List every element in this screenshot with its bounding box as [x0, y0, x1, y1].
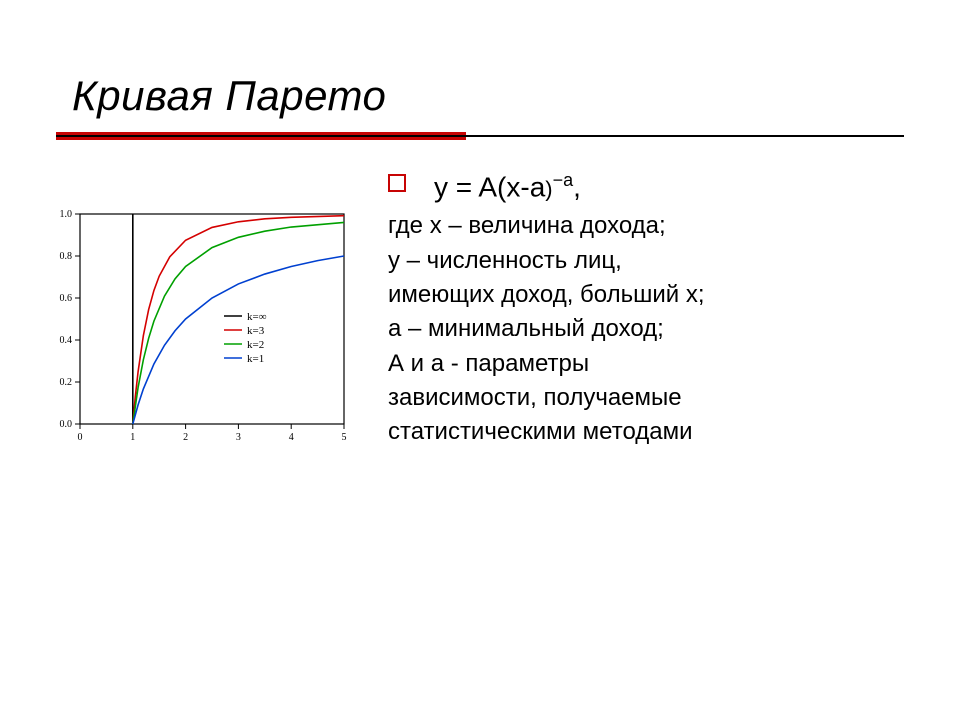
svg-text:k=∞: k=∞ [247, 311, 267, 323]
description-lines: где x – величина дохода;y – численность … [388, 210, 904, 449]
formula-trailing: , [573, 171, 581, 202]
slide-title: Кривая Парето [72, 72, 904, 120]
rule-tail [56, 135, 904, 137]
chart-svg: 0 1 2 3 4 5 0.0 0.2 0.4 0.6 0.8 1.0 k=∞ k=3 k=2 k=1 [40, 200, 360, 460]
description-line: y – численность лиц, [388, 245, 904, 277]
svg-text:5: 5 [342, 432, 347, 443]
svg-text:2: 2 [183, 432, 188, 443]
svg-text:0.8: 0.8 [60, 251, 73, 262]
slide: Кривая Парето 0 1 2 3 4 5 0.0 0.2 0.4 0.6 0.8 1.0 k=… [0, 0, 960, 720]
description-line: где x – величина дохода; [388, 210, 904, 242]
svg-text:3: 3 [236, 432, 241, 443]
formula-exponent: −a [553, 170, 574, 190]
description-line: имеющих доход, больший x; [388, 279, 904, 311]
svg-text:4: 4 [289, 432, 294, 443]
description-line: а – минимальный доход; [388, 313, 904, 345]
description-line: зависимости, получаемые [388, 382, 904, 414]
title-rule [56, 132, 904, 140]
svg-text:1.0: 1.0 [60, 209, 73, 220]
svg-text:k=1: k=1 [247, 353, 264, 365]
formula: y = A(x-a)−a, [434, 168, 581, 206]
svg-text:0.6: 0.6 [60, 293, 73, 304]
text-column: y = A(x-a)−a, где x – величина дохода;y … [388, 168, 904, 449]
svg-text:1: 1 [130, 432, 135, 443]
square-bullet-icon [388, 174, 406, 192]
svg-text:k=3: k=3 [247, 325, 265, 337]
formula-rparen: ) [545, 176, 552, 201]
body-row: 0 1 2 3 4 5 0.0 0.2 0.4 0.6 0.8 1.0 k=∞ k=3 k=2 k=1 y =… [56, 168, 904, 460]
formula-main: y = A(x-a [434, 171, 545, 202]
bullet-item: y = A(x-a)−a, [388, 168, 904, 206]
pareto-chart: 0 1 2 3 4 5 0.0 0.2 0.4 0.6 0.8 1.0 k=∞ k=3 k=2 k=1 [40, 200, 360, 460]
svg-text:0: 0 [78, 432, 83, 443]
svg-text:0.0: 0.0 [60, 419, 73, 430]
description-line: статистическими методами [388, 416, 904, 448]
svg-text:0.4: 0.4 [60, 335, 73, 346]
description-line: А и а - параметры [388, 348, 904, 380]
svg-text:0.2: 0.2 [60, 377, 73, 388]
svg-text:k=2: k=2 [247, 339, 264, 351]
